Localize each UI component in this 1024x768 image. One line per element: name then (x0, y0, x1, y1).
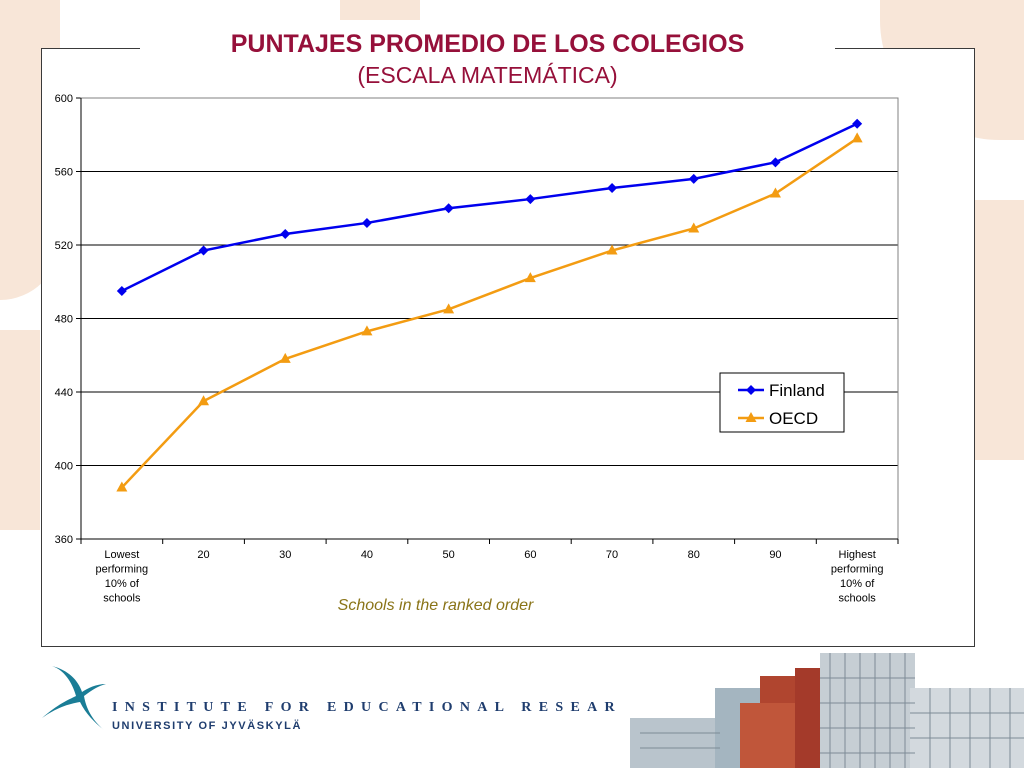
university-name: UNIVERSITY OF JYVÄSKYLÄ (112, 720, 303, 732)
y-tick-label: 440 (55, 387, 73, 399)
data-point-oecd (688, 222, 700, 233)
x-tick-label: 40 (361, 549, 373, 561)
legend-label: Finland (769, 381, 825, 400)
institute-logo-icon (42, 666, 106, 730)
legend-marker (745, 412, 757, 422)
institute-name: INSTITUTE FOR EDUCATIONAL RESEARCH (112, 700, 658, 715)
chart: 360 400 440 480 520 560 600 Lowest performing 10%… (55, 93, 899, 614)
data-point-finland (280, 228, 291, 239)
data-point-finland (688, 173, 699, 184)
series-line-oecd (120, 137, 858, 489)
legend-label: OECD (769, 409, 818, 428)
y-tick-label: 400 (55, 461, 73, 473)
y-tick-label: 560 (55, 167, 73, 179)
data-point-finland (852, 118, 863, 129)
data-point-oecd (524, 272, 536, 283)
title-line-2: (ESCALA MATEMÁTICA) (357, 62, 618, 88)
background-shape (340, 0, 420, 20)
building-photo (620, 648, 1024, 768)
data-point-oecd (606, 244, 618, 255)
data-point-finland (198, 245, 209, 256)
data-point-finland (607, 183, 618, 194)
y-tick-label: 480 (55, 314, 73, 326)
series-line-finland (121, 122, 858, 293)
background-shape (0, 330, 40, 530)
data-point-finland (361, 217, 372, 228)
y-tick-label: 520 (55, 240, 73, 252)
chart-frame (41, 48, 975, 647)
data-point-finland (116, 285, 127, 296)
x-tick-label: 50 (443, 549, 455, 561)
data-point-oecd (116, 481, 128, 492)
data-point-finland (443, 203, 454, 214)
x-tick-label: 90 (769, 549, 781, 561)
data-point-oecd (279, 352, 291, 363)
x-tick-label: 60 (524, 549, 536, 561)
y-tick-label: 360 (55, 534, 73, 546)
x-tick-label: 70 (606, 549, 618, 561)
data-point-oecd (851, 132, 863, 143)
legend (719, 372, 845, 433)
data-point-finland (525, 194, 536, 205)
data-point-oecd (769, 187, 781, 198)
data-point-oecd (361, 325, 373, 336)
chart-title: PUNTAJES PROMEDIO DE LOS COLEGIOS (ESCAL… (140, 26, 835, 92)
background-shape (975, 200, 1024, 460)
data-point-finland (770, 157, 781, 168)
data-point-oecd (198, 395, 210, 406)
x-tick-label: Lowest performing 10% of schools (96, 549, 149, 605)
x-tick-label: 80 (688, 549, 700, 561)
data-point-oecd (443, 303, 455, 314)
title-line-1: PUNTAJES PROMEDIO DE LOS COLEGIOS (230, 30, 745, 58)
legend-marker (746, 385, 756, 395)
x-tick-label: 30 (279, 549, 291, 561)
x-tick-label: 20 (197, 549, 209, 561)
x-axis-label: Schools in the ranked order (338, 597, 534, 614)
y-tick-label: 600 (55, 93, 73, 105)
x-tick-label: Highest performing 10% of schools (831, 549, 884, 605)
